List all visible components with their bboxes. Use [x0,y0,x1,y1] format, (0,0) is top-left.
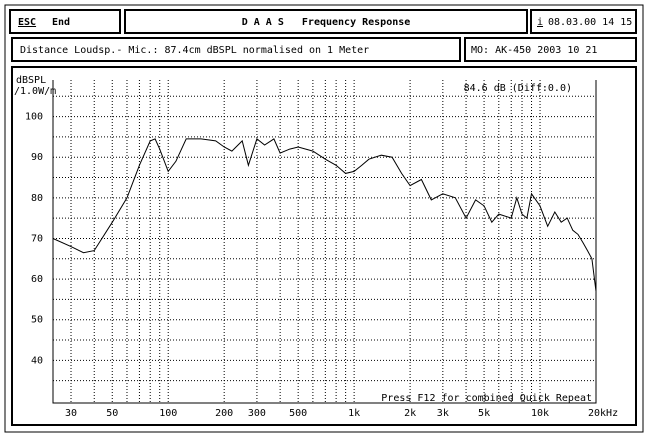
title: D A A S Frequency Response [242,17,411,28]
end-label[interactable]: End [52,17,70,28]
y-tick-label: 50 [31,315,43,326]
y-tick-label: 80 [31,193,43,204]
x-tick-label: 1k [348,408,360,419]
x-tick-label: 100 [159,408,177,419]
model: MO: AK-450 2003 10 21 [471,45,597,56]
frame [4,4,644,433]
y-axis-unit: /1.0W/m [14,86,56,97]
y-tick-label: 60 [31,274,43,285]
footer-hint: Press F12 for combined Quick Repeat [381,393,592,404]
x-tick-label: 200 [215,408,233,419]
y-tick-label: 100 [25,112,43,123]
info-key[interactable]: i [537,17,543,28]
info-box[interactable] [530,9,637,34]
measurement-box [11,37,461,62]
x-tick-label: 5k [478,408,490,419]
y-axis-label: dBSPL [16,75,46,86]
y-tick-label: 90 [31,152,43,163]
y-tick-label: 40 [31,355,43,366]
plot-border [52,80,597,404]
response-curve [52,138,597,292]
esc-key[interactable]: ESC [18,17,36,28]
x-tick-label: 2k [404,408,416,419]
y-tick-label: 70 [31,233,43,244]
title-box [124,9,528,34]
x-tick-label: 10k [531,408,549,419]
annotation: 84.6 dB (Diff:0.0) [464,83,572,94]
chart-frame [11,66,637,426]
x-tick-label: 30 [65,408,77,419]
model-box [464,37,637,62]
x-tick-label: 50 [106,408,118,419]
x-tick-label: 3k [437,408,449,419]
x-tick-label: 300 [248,408,266,419]
esc-box[interactable] [9,9,121,34]
datetime: 08.03.00 14 15 [548,17,632,28]
x-tick-label: 20kHz [588,408,618,419]
x-tick-label: 500 [289,408,307,419]
measurement: Distance Loudsp.- Mic.: 87.4cm dBSPL nor… [20,45,369,56]
